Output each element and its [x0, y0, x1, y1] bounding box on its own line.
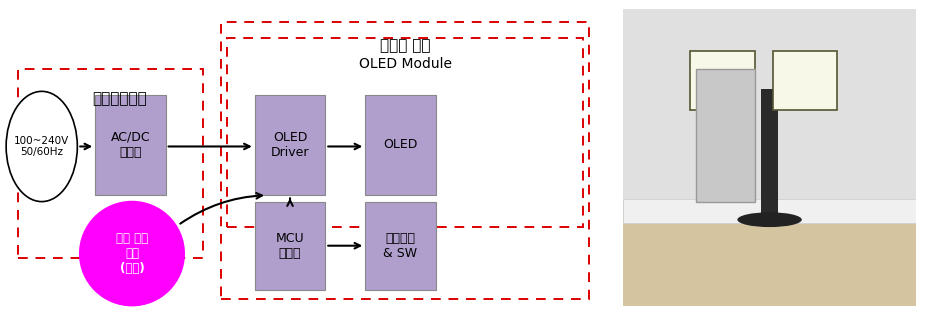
FancyBboxPatch shape — [773, 51, 837, 110]
FancyBboxPatch shape — [365, 202, 436, 290]
Bar — [623, 202, 916, 306]
Ellipse shape — [7, 91, 77, 202]
Text: AC/DC
컨버터: AC/DC 컨버터 — [111, 131, 151, 159]
Text: OLED Module: OLED Module — [359, 57, 452, 71]
Ellipse shape — [80, 202, 184, 306]
FancyBboxPatch shape — [365, 94, 436, 195]
Bar — [623, 9, 916, 202]
Text: OLED: OLED — [383, 138, 418, 152]
FancyBboxPatch shape — [95, 94, 166, 195]
Bar — [221, 22, 590, 299]
Ellipse shape — [737, 212, 802, 227]
Text: 100~240V
50/60Hz: 100~240V 50/60Hz — [14, 136, 70, 157]
Text: 외부전원장치: 외부전원장치 — [92, 91, 147, 106]
Text: 스탠드 조명: 스탠드 조명 — [379, 38, 431, 53]
FancyBboxPatch shape — [697, 69, 755, 202]
Text: 휘도 조절
장치
(수동): 휘도 조절 장치 (수동) — [116, 232, 148, 275]
Bar — [19, 69, 203, 258]
FancyBboxPatch shape — [690, 51, 755, 110]
Text: MCU
제어부: MCU 제어부 — [275, 232, 304, 260]
Bar — [623, 199, 916, 223]
FancyBboxPatch shape — [255, 202, 326, 290]
Bar — [227, 38, 583, 227]
FancyBboxPatch shape — [255, 94, 326, 195]
Text: OLED
Driver: OLED Driver — [271, 131, 310, 159]
Text: 외부센서
& SW: 외부센서 & SW — [383, 232, 418, 260]
Bar — [761, 89, 778, 223]
